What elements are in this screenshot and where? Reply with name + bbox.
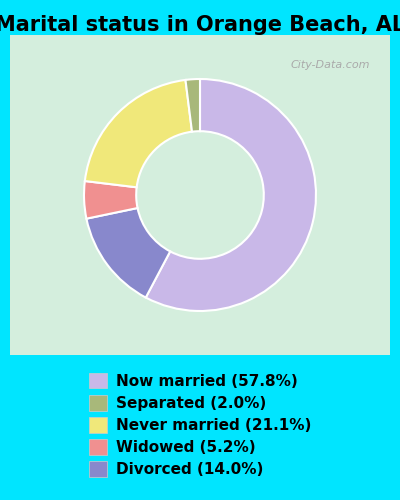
FancyBboxPatch shape bbox=[10, 35, 390, 355]
Wedge shape bbox=[84, 181, 138, 218]
Wedge shape bbox=[146, 79, 316, 311]
Wedge shape bbox=[85, 80, 192, 188]
Text: Marital status in Orange Beach, AL: Marital status in Orange Beach, AL bbox=[0, 15, 400, 35]
Wedge shape bbox=[186, 79, 200, 132]
Legend: Now married (57.8%), Separated (2.0%), Never married (21.1%), Widowed (5.2%), Di: Now married (57.8%), Separated (2.0%), N… bbox=[82, 366, 318, 484]
Text: City-Data.com: City-Data.com bbox=[290, 60, 370, 70]
Wedge shape bbox=[86, 208, 170, 298]
